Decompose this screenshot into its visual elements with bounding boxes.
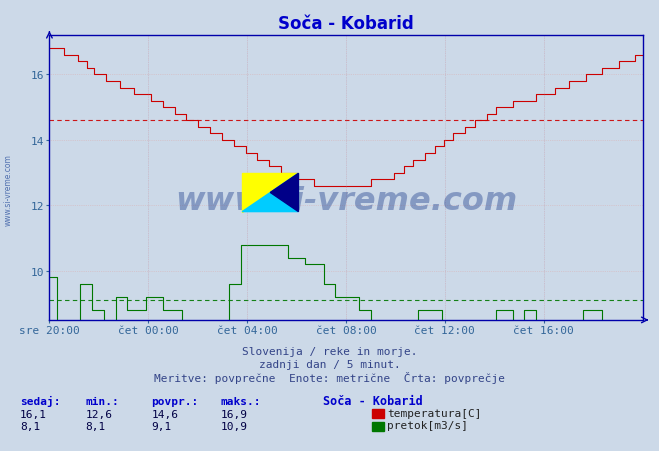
Text: Meritve: povprečne  Enote: metrične  Črta: povprečje: Meritve: povprečne Enote: metrične Črta:…	[154, 371, 505, 383]
Text: temperatura[C]: temperatura[C]	[387, 408, 482, 418]
Text: 16,9: 16,9	[221, 409, 248, 419]
Title: Soča - Kobarid: Soča - Kobarid	[278, 15, 414, 33]
Text: www.si-vreme.com: www.si-vreme.com	[175, 185, 517, 216]
Text: min.:: min.:	[86, 396, 119, 405]
Text: 9,1: 9,1	[152, 421, 172, 431]
Text: sedaj:: sedaj:	[20, 395, 60, 405]
Text: zadnji dan / 5 minut.: zadnji dan / 5 minut.	[258, 359, 401, 369]
Text: 10,9: 10,9	[221, 421, 248, 431]
Text: Soča - Kobarid: Soča - Kobarid	[323, 394, 422, 407]
Text: www.si-vreme.com: www.si-vreme.com	[3, 153, 13, 226]
Text: Slovenija / reke in morje.: Slovenija / reke in morje.	[242, 346, 417, 356]
Text: 16,1: 16,1	[20, 409, 47, 419]
Text: 8,1: 8,1	[20, 421, 40, 431]
Text: povpr.:: povpr.:	[152, 396, 199, 405]
Text: maks.:: maks.:	[221, 396, 261, 405]
Text: pretok[m3/s]: pretok[m3/s]	[387, 420, 469, 430]
Text: 8,1: 8,1	[86, 421, 106, 431]
Text: 12,6: 12,6	[86, 409, 113, 419]
Text: 14,6: 14,6	[152, 409, 179, 419]
